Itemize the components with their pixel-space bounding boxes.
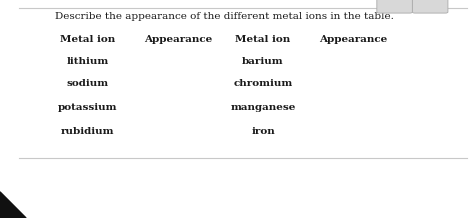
Text: chromium: chromium bbox=[234, 79, 293, 89]
Text: sodium: sodium bbox=[67, 79, 109, 89]
Text: rubidium: rubidium bbox=[61, 127, 114, 136]
FancyBboxPatch shape bbox=[412, 0, 448, 13]
Text: Metal ion: Metal ion bbox=[60, 35, 115, 44]
Polygon shape bbox=[0, 192, 26, 218]
Text: barium: barium bbox=[242, 56, 284, 66]
Text: Describe the appearance of the different metal ions in the table.: Describe the appearance of the different… bbox=[55, 12, 393, 21]
Text: lithium: lithium bbox=[66, 56, 109, 66]
Text: Metal ion: Metal ion bbox=[236, 35, 291, 44]
Text: potassium: potassium bbox=[58, 103, 118, 112]
FancyBboxPatch shape bbox=[377, 0, 412, 13]
Text: manganese: manganese bbox=[230, 103, 296, 112]
Text: Appearance: Appearance bbox=[144, 35, 212, 44]
Text: Appearance: Appearance bbox=[319, 35, 387, 44]
Text: iron: iron bbox=[251, 127, 275, 136]
